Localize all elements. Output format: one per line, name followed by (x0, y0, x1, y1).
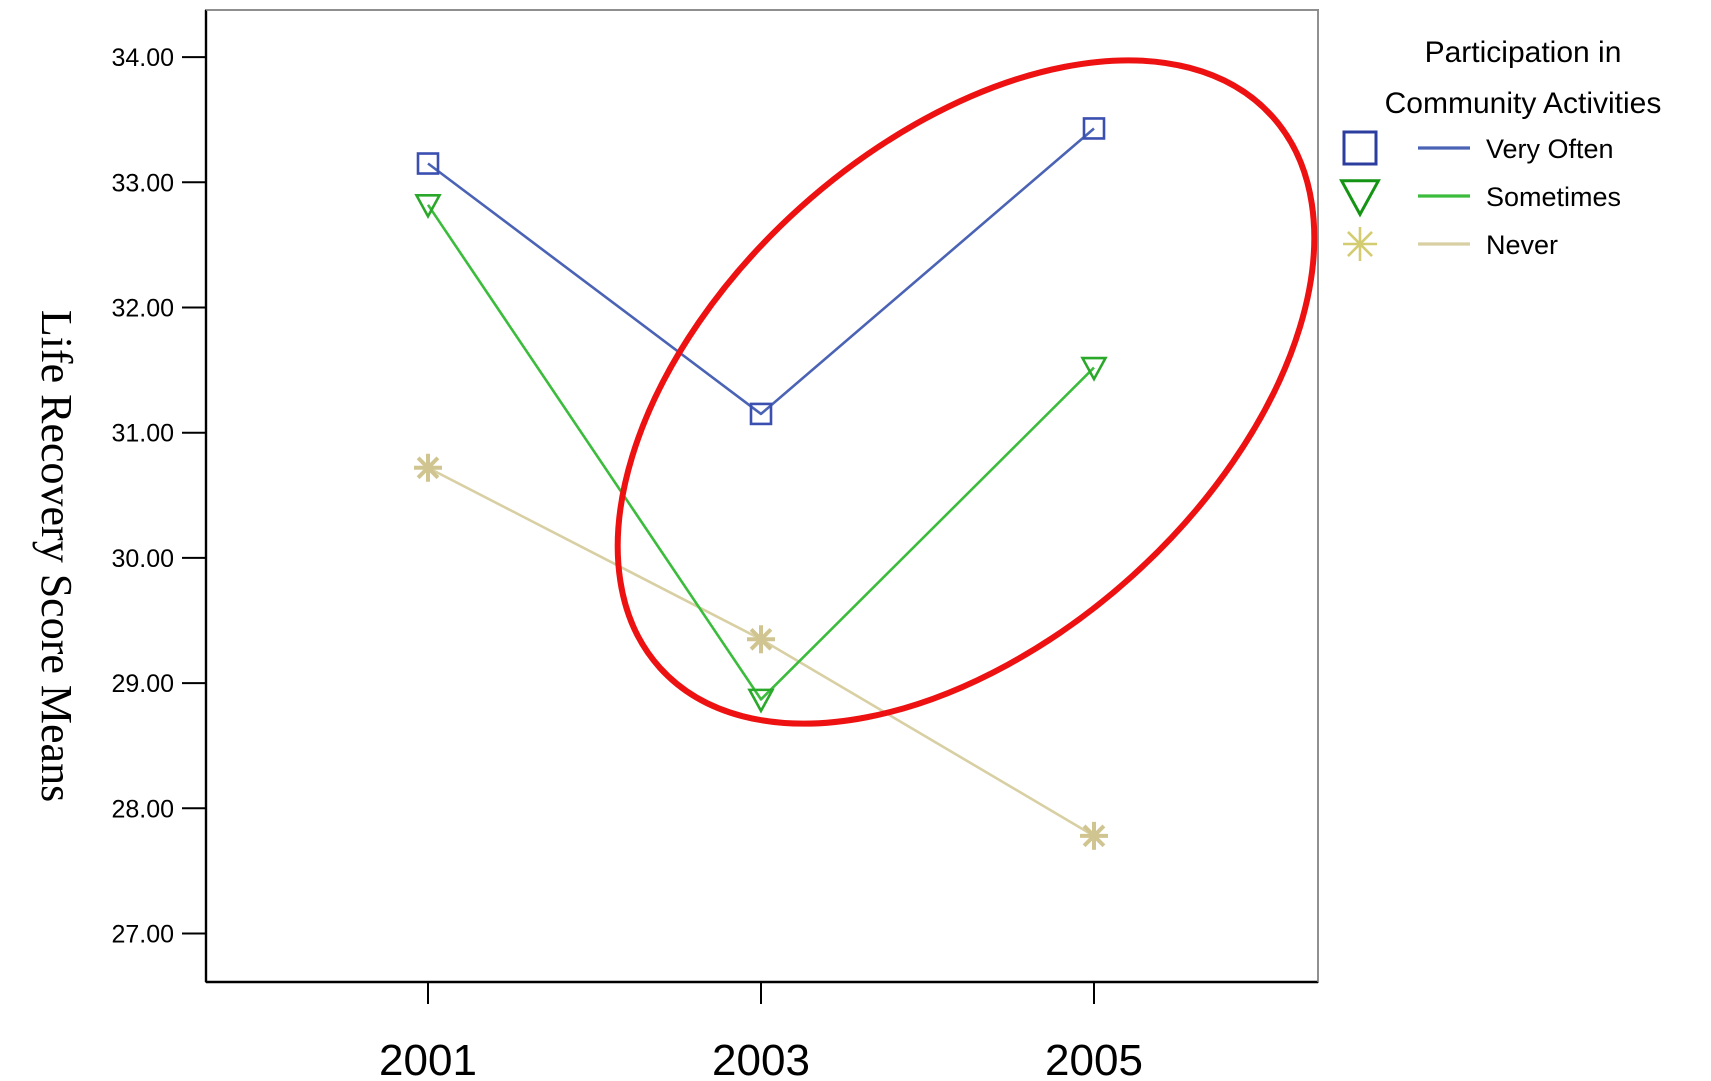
data-point-sometimes (747, 688, 775, 714)
legend-label-very-often: Very Often (1486, 134, 1614, 164)
legend-title-line-1: Participation in (1425, 36, 1622, 69)
highlight-ellipse (614, 57, 1318, 727)
data-point-very-often (1082, 117, 1106, 140)
annotation-group (614, 57, 1318, 727)
legend: Participation in Community Activities Ve… (1339, 36, 1662, 261)
x-tick-label: 2003 (712, 1036, 810, 1081)
y-tick-label: 32.00 (111, 295, 174, 323)
data-point-sometimes (1080, 356, 1108, 382)
y-tick-label: 27.00 (111, 921, 174, 949)
legend-marker-never (1343, 227, 1377, 261)
series-line-sometimes (426, 204, 1095, 701)
y-tick-label: 29.00 (111, 670, 174, 698)
y-axis-label: Life Recovery Score Means (32, 310, 81, 802)
legend-marker-sometimes (1339, 179, 1381, 218)
series-line-very-often (427, 127, 1095, 416)
data-point-very-often (749, 402, 773, 426)
x-tick-label: 2005 (1045, 1036, 1143, 1081)
data-point-very-often (416, 152, 440, 175)
y-tick-label: 30.00 (111, 545, 174, 573)
legend-label-sometimes: Sometimes (1486, 182, 1621, 212)
legend-marker-very-often (1342, 130, 1378, 166)
y-tick-label: 28.00 (111, 795, 174, 823)
data-point-sometimes (414, 194, 442, 220)
x-axis-ticks: 2001 2003 2005 (379, 982, 1143, 1081)
y-axis-ticks: 27.00 28.00 29.00 30.00 31.00 32.00 33.00 34.00 (111, 44, 206, 949)
series-group (414, 117, 1108, 850)
legend-title-line-2: Community Activities (1385, 87, 1662, 120)
data-point-never (1080, 821, 1108, 850)
legend-label-never: Never (1486, 230, 1558, 260)
y-tick-label: 34.00 (111, 44, 174, 72)
plot-frame-group (204, 9, 1319, 984)
y-tick-label: 31.00 (111, 420, 174, 448)
data-point-never (414, 453, 442, 482)
plot-frame (205, 9, 1319, 983)
y-tick-label: 33.00 (111, 169, 174, 197)
x-tick-label: 2001 (379, 1036, 477, 1081)
data-point-never (747, 625, 775, 654)
